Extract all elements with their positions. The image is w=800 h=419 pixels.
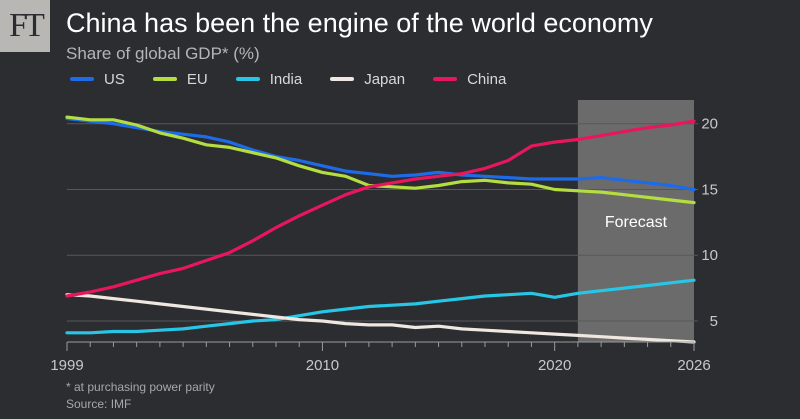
legend-item-india: India [235, 70, 303, 88]
series-line-china [65, 119, 696, 298]
legend-swatch [152, 77, 177, 81]
x-tick-label-2026: 2026 [677, 357, 710, 374]
x-tick-label-1999: 1999 [50, 357, 83, 374]
legend-item-japan: Japan [330, 71, 405, 88]
series-line-india [65, 278, 696, 335]
chart-title: China has been the engine of the world e… [66, 8, 653, 38]
series-line-japan [65, 293, 696, 344]
logo-text: FT [9, 7, 45, 44]
chart-legend: US EU India Japan China [70, 68, 534, 90]
series-line-us [65, 116, 696, 192]
y-tick-label-20: 20 [701, 116, 718, 133]
forecast-region [577, 100, 694, 342]
legend-swatch [235, 77, 260, 81]
legend-label: Japan [364, 70, 406, 88]
footnote-note: * at purchasing power parity [66, 380, 215, 394]
legend-label: EU [186, 70, 208, 88]
chart-subtitle: Share of global GDP* (%) [66, 44, 260, 63]
legend-label: China [467, 70, 507, 88]
legend-label: India [269, 70, 303, 88]
y-tick-label-15: 15 [701, 181, 718, 198]
chart-footnote: * at purchasing power parity Source: IMF [66, 379, 215, 413]
x-tick-label-2020: 2020 [538, 357, 571, 374]
legend-label: US [104, 70, 125, 88]
x-tick-label-2010: 2010 [306, 357, 339, 374]
ft-logo: FT [0, 0, 50, 52]
y-tick-label-10: 10 [701, 247, 718, 264]
legend-swatch [70, 77, 94, 81]
legend-item-us: US [70, 71, 125, 88]
forecast-label: Forecast [605, 214, 668, 231]
legend-swatch [330, 77, 355, 81]
y-tick-label-5: 5 [710, 313, 718, 330]
legend-item-china: China [433, 71, 506, 88]
legend-item-eu: EU [152, 70, 208, 88]
footnote-source: Source: IMF [66, 397, 132, 411]
legend-swatch [433, 77, 458, 81]
